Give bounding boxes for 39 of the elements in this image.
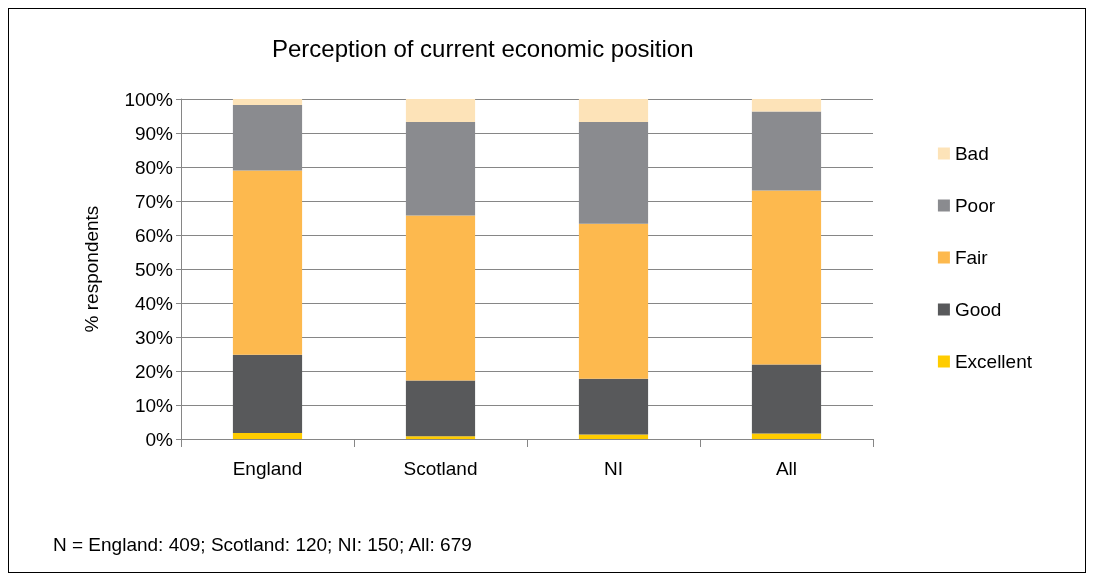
y-tick-label: 20% <box>134 360 174 382</box>
bar <box>232 354 303 433</box>
bar <box>751 364 822 434</box>
legend-label: Poor <box>954 195 996 216</box>
bar <box>232 99 303 106</box>
legend-label: Fair <box>954 247 989 268</box>
bar <box>405 99 476 123</box>
x-tick-label: England <box>232 458 303 479</box>
y-tick-label: 10% <box>134 394 174 416</box>
y-tick-label: 50% <box>134 258 174 280</box>
y-axis-title: % respondents <box>81 205 102 333</box>
text: N = England: 409; Scotland: 120; NI: 150; All: 679 <box>53 534 472 555</box>
x-tick-label: All <box>775 458 798 479</box>
bar <box>578 223 649 379</box>
bar <box>405 215 476 381</box>
legend-label: Good <box>954 299 1002 320</box>
bar <box>751 190 822 365</box>
x-tick-label: NI <box>604 458 623 479</box>
y-tick-label: 0% <box>145 428 174 450</box>
legend-label: Excellent <box>954 351 1033 372</box>
bar <box>232 170 303 355</box>
bar <box>751 433 822 439</box>
bar <box>751 99 822 112</box>
bar <box>578 99 649 123</box>
y-tick-label: 30% <box>134 326 174 348</box>
y-tick-label: 100% <box>124 88 174 110</box>
legend-label: Bad <box>954 143 989 164</box>
bar <box>578 378 649 435</box>
y-tick-label: 70% <box>134 190 174 212</box>
bar <box>405 436 476 439</box>
y-tick-label: 40% <box>134 292 174 314</box>
y-tick-label: 90% <box>134 122 174 144</box>
bar <box>405 380 476 437</box>
bar <box>232 432 303 439</box>
x-tick-label: Scotland <box>403 458 478 479</box>
y-tick-label: 60% <box>134 224 174 246</box>
chart-title: Perception of current economic position <box>272 34 694 62</box>
bar <box>578 434 649 439</box>
y-tick-label: 80% <box>134 156 174 178</box>
